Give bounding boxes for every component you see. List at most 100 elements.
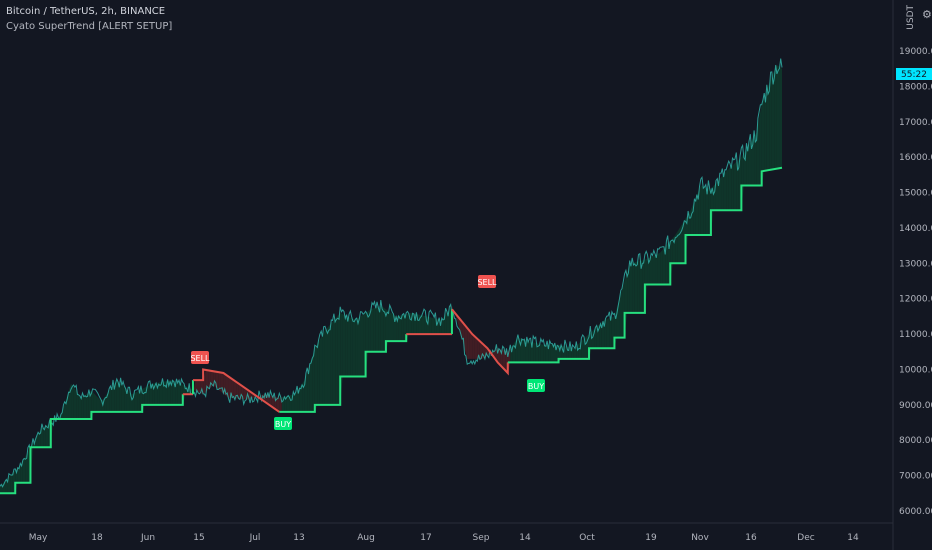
signal-labels: SELL BUY SELL BUY — [190, 275, 545, 430]
trend-fill-segment — [538, 343, 541, 363]
trend-fill-segment — [512, 341, 516, 363]
x-tick-label: Sep — [473, 533, 490, 543]
trend-fill-segment — [271, 396, 275, 409]
trend-fill-segment — [746, 144, 749, 186]
last-price-tag — [896, 68, 932, 80]
trend-fill-segment — [477, 338, 480, 359]
y-tick-label: 13000.00 — [899, 259, 932, 269]
trend-fill-segment — [464, 324, 468, 359]
trend-fill-segment — [368, 309, 371, 352]
trend-fill-segment — [332, 318, 336, 405]
trend-fill-segment — [162, 381, 166, 405]
trend-fill-segment — [175, 381, 178, 405]
supertrend-line — [192, 368, 280, 413]
supertrend-line — [451, 308, 509, 376]
trend-fill-segment — [573, 345, 577, 359]
trend-fill-segment — [759, 104, 762, 186]
buy-signal-label: BUY — [275, 420, 291, 429]
trend-fill-segment — [294, 390, 298, 412]
y-tick-label: 19000.00 — [899, 47, 932, 57]
trend-fill-segment — [350, 317, 353, 377]
trend-fill-segment — [680, 222, 683, 264]
trend-fill-segment — [99, 398, 102, 412]
sell-signal-label: SELL — [477, 278, 497, 287]
x-tick-label: 13 — [293, 533, 304, 543]
trend-fill-segment — [769, 75, 772, 170]
trend-fill-segment — [17, 465, 21, 483]
trend-fill-segment — [330, 321, 333, 405]
last-price-tag-label: 55:22 — [901, 70, 927, 80]
trend-fill-segment — [342, 314, 346, 377]
y-tick-label: 14000.00 — [899, 224, 932, 234]
trend-fill-segment — [167, 380, 171, 405]
trend-fill-segment — [472, 334, 475, 359]
x-tick-label: May — [29, 533, 48, 543]
trend-fill-segment — [154, 382, 158, 405]
y-tick-label: 11000.00 — [899, 330, 932, 340]
trend-fill-segment — [764, 89, 767, 171]
trend-fill-segment — [474, 336, 478, 359]
trend-fill-segment — [441, 316, 445, 335]
trend-fill-segment — [728, 166, 732, 211]
trend-fill-segment — [71, 383, 74, 419]
trend-fill-segment — [776, 65, 780, 169]
trend-fill-segment — [649, 256, 653, 285]
trend-fill-segment — [779, 66, 782, 169]
trend-fill-segment — [561, 345, 564, 359]
trend-fill-segment — [429, 316, 432, 335]
trend-fill-segment — [444, 312, 447, 335]
trend-fill-segment — [660, 249, 663, 285]
trend-fill-segment — [469, 330, 473, 359]
buy-signal-marker — [274, 417, 292, 430]
price-line — [0, 58, 783, 488]
x-tick-label: Oct — [579, 533, 595, 543]
x-tick-label: 19 — [645, 533, 657, 543]
trend-fill-segment — [375, 306, 379, 352]
trend-fills — [0, 65, 782, 494]
x-tick-label: 18 — [91, 533, 103, 543]
trend-fill-segment — [754, 132, 757, 186]
trend-fill-segment — [355, 318, 358, 377]
x-tick-label: 16 — [745, 533, 757, 543]
trend-fill-segment — [647, 257, 650, 285]
y-tick-label: 6000.00 — [899, 507, 932, 517]
trend-fill-segment — [218, 372, 221, 392]
trend-fill-segment — [703, 186, 706, 235]
trend-fill-segment — [284, 396, 287, 412]
trend-fill-segment — [748, 140, 752, 186]
x-tick-label: Dec — [797, 533, 814, 543]
trend-fill-segment — [25, 451, 28, 483]
trend-fill-segment — [731, 164, 734, 211]
trend-fill-segment — [63, 399, 67, 419]
trend-fill-segment — [715, 180, 719, 211]
trend-fill-segment — [225, 374, 229, 398]
supertrend-line — [507, 166, 783, 364]
trend-fill-segment — [132, 392, 135, 412]
trend-fill-segment — [73, 387, 77, 419]
trend-fill-segment — [761, 97, 765, 186]
x-axis-labels: May 18 Jun 15 Jul 13 Aug 17 Sep 14 Oct 19 Nov 16 Dec 14 — [29, 533, 859, 543]
trend-fill-segment — [396, 315, 399, 342]
trend-fill-segment — [134, 391, 138, 412]
trend-fill-segment — [297, 387, 300, 412]
y-axis-labels: 19000.00 18000.00 17000.00 16000.00 15000.00… — [899, 47, 932, 517]
trend-fill-segment — [203, 369, 206, 395]
trend-fill-segment — [401, 314, 404, 342]
trend-fill-segment — [391, 312, 394, 342]
trend-fill-segment — [373, 307, 376, 352]
trend-fill-segment — [721, 174, 724, 211]
supertrend-series — [0, 166, 783, 495]
trend-fill-segment — [662, 246, 666, 285]
trend-fill-segment — [43, 426, 46, 448]
trend-fill-segment — [535, 342, 539, 363]
trend-fill-segment — [286, 395, 290, 412]
indicator-title: Cyato SuperTrend [ALERT SETUP] — [6, 21, 173, 32]
trend-fill-segment — [619, 289, 623, 338]
trend-fill-segment — [66, 391, 69, 419]
supertrend-line — [0, 394, 184, 495]
trend-fill-segment — [111, 383, 115, 412]
y-tick-label: 17000.00 — [899, 118, 932, 128]
trend-fill-segment — [548, 344, 551, 363]
trend-fill-segment — [307, 364, 310, 412]
